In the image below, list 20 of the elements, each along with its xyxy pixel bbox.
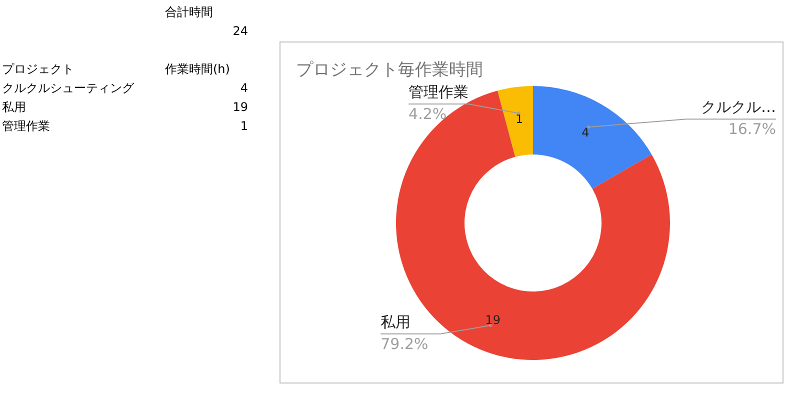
data-label: 4: [582, 125, 590, 140]
text: 19: [232, 100, 248, 114]
text: 79.2%: [380, 334, 428, 353]
chart-title: プロジェクト毎作業時間: [296, 60, 483, 80]
text: プロジェクト: [2, 62, 74, 76]
text: 4: [240, 81, 248, 95]
data-label: 1: [516, 112, 524, 126]
text: 作業時間(h): [164, 62, 230, 76]
text: 管理作業: [2, 119, 50, 133]
slice-label: クルクル…: [701, 98, 776, 116]
slice-label: 私用: [380, 312, 411, 331]
text: クルクルシューティング: [2, 81, 135, 95]
text: 4.2%: [408, 105, 447, 124]
text: 合計時間: [165, 5, 213, 19]
text: 私用: [2, 100, 26, 114]
data-label: 19: [485, 312, 501, 327]
text: 1: [240, 119, 248, 133]
text: 16.7%: [728, 120, 776, 138]
slice-label: 管理作業: [408, 83, 469, 102]
text: 24: [232, 24, 248, 38]
